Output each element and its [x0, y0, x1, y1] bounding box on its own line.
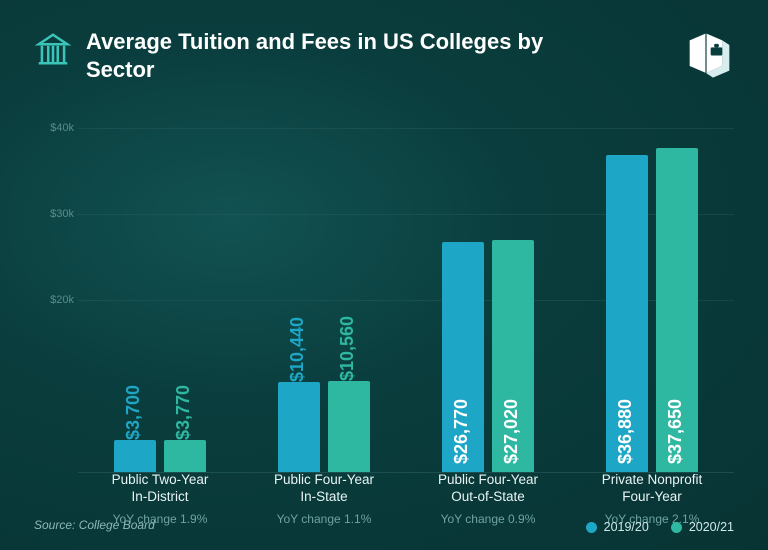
header: Average Tuition and Fees in US Colleges …: [34, 28, 734, 83]
bar: $10,560: [328, 381, 370, 472]
bar-value-label: $37,650: [665, 399, 686, 464]
bar-value-label: $3,700: [123, 385, 144, 440]
bar: $37,650: [656, 148, 698, 472]
bar-value-label: $10,560: [337, 316, 358, 381]
book-briefcase-icon: [678, 24, 734, 80]
institution-icon: [34, 30, 72, 68]
bar: $36,880: [606, 155, 648, 472]
bar-value-label: $26,770: [451, 399, 472, 464]
category-sublabel: YoY change 1.1%: [248, 512, 400, 526]
legend-label: 2019/20: [604, 520, 649, 534]
source-label: Source: College Board: [34, 518, 155, 532]
legend: 2019/20 2020/21: [586, 520, 734, 534]
legend-item: 2019/20: [586, 520, 649, 534]
bar-group: $26,770 $27,020: [406, 128, 570, 472]
bar-group: $3,700$3,770: [78, 128, 242, 472]
bar: $3,700: [114, 440, 156, 472]
x-category: Public Four-YearIn-State YoY change 1.1%: [242, 472, 406, 528]
category-label: Private NonprofitFour-Year: [576, 472, 728, 506]
y-tick-label: $30k: [50, 208, 74, 220]
bar: $26,770: [442, 242, 484, 472]
category-sublabel: YoY change 0.9%: [412, 512, 564, 526]
bar: $27,020: [492, 240, 534, 472]
x-category: Public Four-YearOut-of-State YoY change 0…: [406, 472, 570, 528]
chart-plot: $3,700$3,770$10,440$10,560$26,770$27,020…: [78, 128, 734, 472]
bar-value-label: $36,880: [615, 399, 636, 464]
bar-value-label: $3,770: [173, 385, 194, 440]
y-tick-label: $20k: [50, 294, 74, 306]
category-label: Public Two-YearIn-District: [84, 472, 236, 506]
bar-value-label: $27,020: [501, 399, 522, 464]
y-tick-label: $40k: [50, 122, 74, 134]
bar: $10,440: [278, 382, 320, 472]
infographic-root: Average Tuition and Fees in US Colleges …: [0, 0, 768, 550]
bar-group: $10,440$10,560: [242, 128, 406, 472]
bar-group: $36,880 $37,650: [570, 128, 734, 472]
legend-swatch: [586, 522, 597, 533]
category-label: Public Four-YearOut-of-State: [412, 472, 564, 506]
category-label: Public Four-YearIn-State: [248, 472, 400, 506]
page-title: Average Tuition and Fees in US Colleges …: [86, 28, 586, 83]
legend-label: 2020/21: [689, 520, 734, 534]
bar: $3,770: [164, 440, 206, 472]
chart: $20k$30k$40k $3,700$3,770$10,440$10,560$…: [34, 128, 734, 472]
y-axis: $20k$30k$40k: [34, 128, 78, 472]
bar-value-label: $10,440: [287, 317, 308, 382]
legend-swatch: [671, 522, 682, 533]
legend-item: 2020/21: [671, 520, 734, 534]
